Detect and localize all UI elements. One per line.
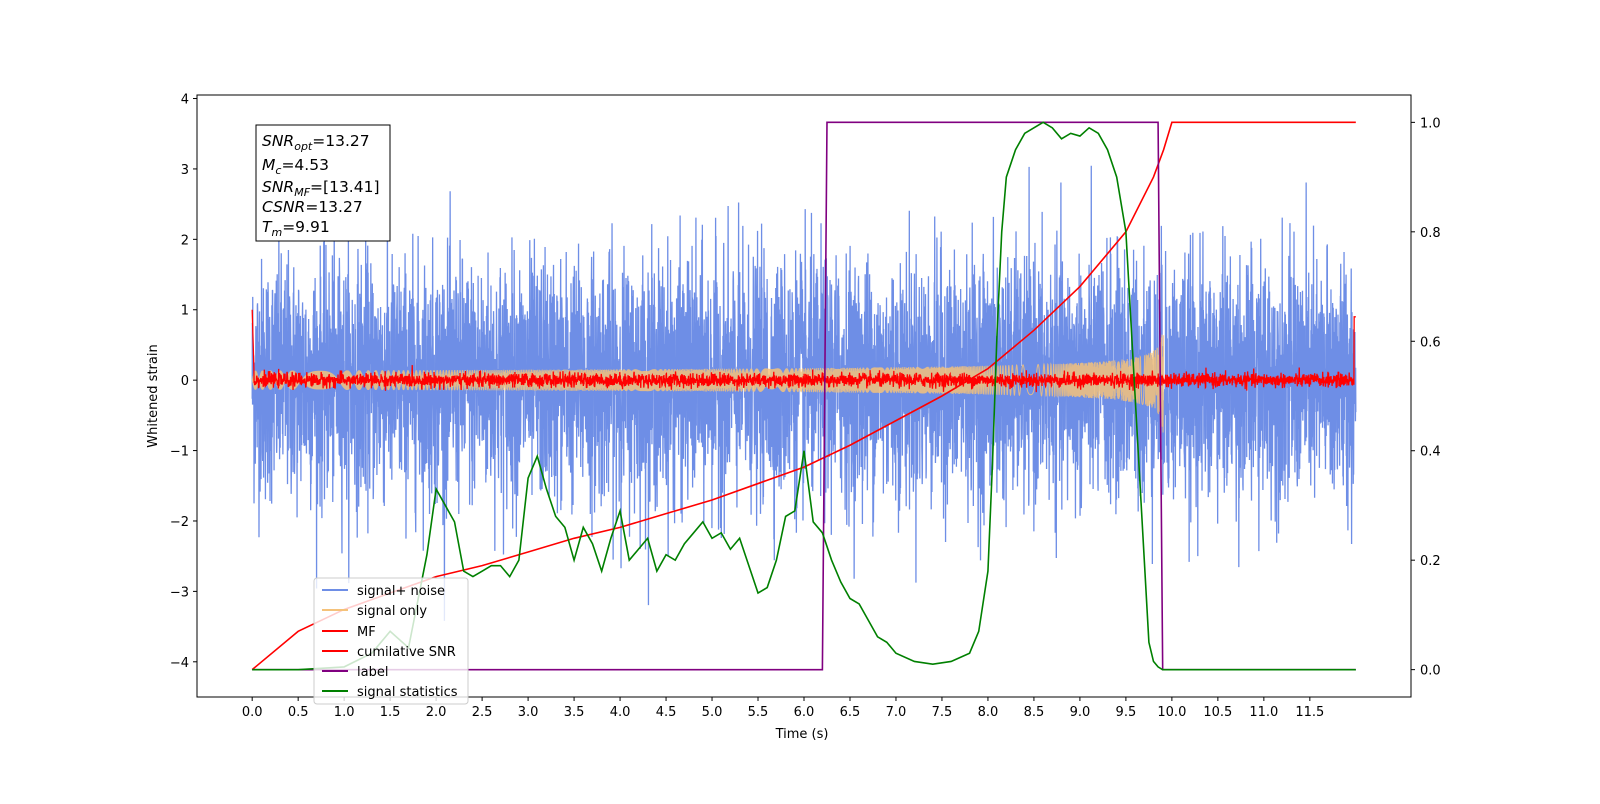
x-tick-label: 8.5 [1024,705,1045,720]
annotation-mc: Mc=4.53 [262,156,329,177]
annotation-box: SNRopt=13.27 Mc=4.53 SNRMF=[13.41] CSNR=… [255,124,391,242]
y-tick-label-left: −1 [170,445,189,460]
legend: signal+ noise signal only MF cumilative … [313,577,469,705]
y-tick-label-right: 0.4 [1420,445,1441,460]
x-axis: 0.0 0.5 1.0 1.5 2.0 2.5 3.0 3.5 4.0 4.5 5.0 5.5 6.0 6… [242,697,1324,720]
x-tick-label: 6.0 [794,705,815,720]
x-tick-label: 7.0 [886,705,907,720]
x-tick-label: 8.0 [978,705,999,720]
x-axis-label: Time (s) [775,727,829,742]
y-axis-left: 4 3 2 1 0 −1 −2 −3 −4 [170,93,197,671]
x-tick-label: 4.5 [656,705,677,720]
y-tick-label-left: 3 [181,163,189,178]
x-tick-label: 0.0 [242,705,263,720]
x-tick-label: 9.5 [1116,705,1137,720]
legend-label-signal-noise: signal+ noise [357,584,445,599]
y-tick-label-left: −2 [170,515,189,530]
x-tick-label: 0.5 [288,705,309,720]
legend-label-label: label [357,665,388,680]
y-axis-label: Whitened strain [146,344,161,447]
x-tick-label: 2.5 [472,705,493,720]
y-tick-label-left: 1 [181,304,189,319]
x-tick-label: 2.0 [426,705,447,720]
series-mf [251,309,1356,393]
y-tick-label-right: 0.2 [1420,554,1441,569]
y-tick-label-left: 0 [181,374,189,389]
legend-label-mf: MF [357,625,376,640]
x-tick-label: 5.5 [748,705,769,720]
x-tick-label: 9.0 [1070,705,1091,720]
x-tick-label: 1.0 [334,705,355,720]
y-tick-label-right: 1.0 [1420,116,1441,131]
x-tick-label: 7.5 [932,705,953,720]
legend-label-signal-statistics: signal statistics [357,685,458,700]
y-tick-label-left: −4 [170,656,189,671]
x-tick-label: 10.5 [1203,705,1232,720]
x-tick-label: 4.0 [610,705,631,720]
x-tick-label: 5.0 [702,705,723,720]
y-tick-label-left: 2 [181,233,189,248]
annotation-snr-mf: SNRMF=[13.41] [262,178,380,199]
x-tick-label: 11.0 [1249,705,1278,720]
legend-box [313,577,469,705]
y-tick-label-right: 0.0 [1420,664,1441,679]
y-tick-label-right: 0.8 [1420,226,1441,241]
series-signal-noise [251,165,1357,621]
x-tick-label: 10.0 [1157,705,1186,720]
x-tick-label: 6.5 [840,705,861,720]
y-tick-label-right: 0.6 [1420,335,1441,350]
annotation-snr-opt: SNRopt=13.27 [262,132,370,153]
x-tick-label: 1.5 [380,705,401,720]
y-tick-label-left: −3 [170,585,189,600]
legend-label-signal-only: signal only [357,604,427,619]
annotation-csnr: CSNR=13.27 [262,198,363,216]
x-tick-label: 3.0 [518,705,539,720]
series-signal-only [251,334,1165,433]
x-tick-label: 3.5 [564,705,585,720]
x-tick-label: 11.5 [1295,705,1324,720]
series-signal-statistics [252,121,1356,671]
legend-label-cumulative-snr: cumilative SNR [357,645,456,660]
y-tick-label-left: 4 [181,93,189,108]
y-axis-right: 1.0 0.8 0.6 0.4 0.2 0.0 [1411,116,1441,679]
annotation-tm: Tm=9.91 [262,218,330,239]
